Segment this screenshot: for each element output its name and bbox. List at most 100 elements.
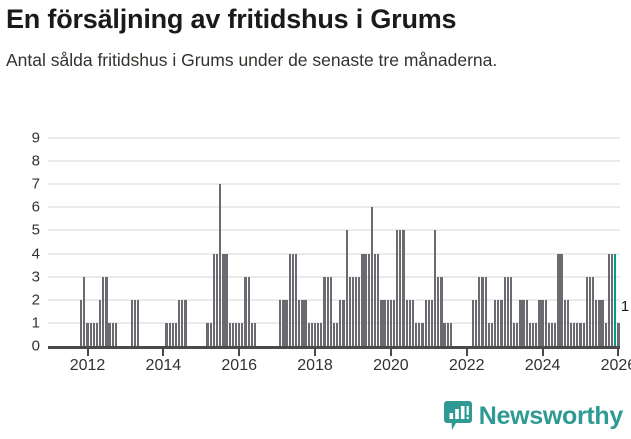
bar (541, 299, 544, 346)
x-axis-tickmark (389, 349, 392, 356)
bar (478, 276, 481, 346)
bar (174, 322, 178, 346)
bar (212, 253, 216, 346)
bar (566, 299, 569, 346)
bar (250, 322, 253, 346)
bar (310, 322, 313, 346)
bar (421, 322, 424, 346)
x-axis-tick-label: 2012 (69, 357, 106, 374)
bar (80, 299, 83, 346)
bar (573, 322, 576, 346)
bar-chart-bubble-icon (443, 401, 472, 431)
bar (130, 299, 133, 346)
bar (614, 253, 617, 346)
bar (563, 299, 566, 346)
bar (554, 322, 557, 346)
bar (528, 322, 532, 346)
bar (102, 276, 105, 346)
bar (247, 276, 250, 346)
gridline (48, 298, 620, 301)
bar (481, 276, 484, 346)
bar (582, 322, 585, 346)
bar (497, 299, 500, 346)
x-axis-tickmark (465, 349, 468, 356)
bar (383, 299, 386, 346)
bar (238, 322, 241, 346)
bar (279, 299, 282, 346)
y-axis: 0 1 2 3 4 5 6 7 8 9 (0, 131, 40, 354)
bar (430, 299, 434, 346)
bar (386, 299, 389, 346)
x-axis-tickmark (541, 349, 544, 356)
bar-value-label: 1 (620, 297, 630, 315)
bar (133, 299, 137, 346)
bar (405, 299, 408, 346)
y-axis-tick-label: 2 (31, 291, 40, 309)
bar (592, 276, 595, 346)
page-title: En försäljning av fritidshus i Grums (6, 4, 457, 34)
bar (209, 322, 212, 346)
newsworthy-logo: Newsworthy (443, 401, 623, 431)
bar (313, 322, 317, 346)
bar (111, 322, 114, 346)
bar (415, 322, 418, 346)
bar (484, 276, 487, 346)
bar (433, 230, 437, 346)
bar (512, 322, 516, 346)
bar (178, 299, 181, 346)
bar (342, 299, 345, 346)
bar (550, 322, 554, 346)
bar (506, 276, 509, 346)
gridline (48, 275, 620, 278)
bar (392, 299, 396, 346)
bar (437, 276, 440, 346)
bar (380, 299, 383, 346)
x-axis-tick-label: 2022 (448, 357, 485, 374)
x-axis-tickmark (314, 349, 317, 356)
gridline (48, 160, 620, 163)
bar (136, 299, 140, 346)
bar (418, 322, 421, 346)
bar (345, 230, 348, 346)
x-axis-tick-label: 2018 (297, 357, 333, 374)
chart-subtitle: Antal sålda fritidshus i Grums under de … (6, 50, 498, 71)
bar (560, 253, 563, 346)
bar (588, 276, 592, 346)
bar (108, 322, 111, 346)
bar (475, 299, 478, 346)
bar (332, 322, 336, 346)
grid-lines (48, 137, 620, 346)
bar (326, 276, 329, 346)
bar (471, 299, 475, 346)
bar (307, 322, 310, 346)
bar (411, 299, 415, 346)
bar (503, 276, 506, 346)
gridline (48, 183, 620, 186)
bar (219, 184, 222, 346)
bar (171, 322, 174, 346)
bar (361, 253, 364, 346)
bar (228, 322, 231, 346)
bar (604, 322, 607, 346)
bar (610, 253, 614, 346)
y-axis-tick-label: 3 (31, 268, 40, 286)
bar (285, 299, 288, 346)
bar (89, 322, 92, 346)
y-axis-tick-label: 0 (31, 337, 40, 355)
x-axis-tickmark (617, 349, 620, 356)
x-axis-tick-label: 2026 (600, 357, 631, 374)
bar (500, 299, 503, 346)
bar (538, 299, 541, 346)
bar (206, 322, 209, 346)
bar (617, 322, 620, 346)
bar (323, 276, 326, 346)
bar (231, 322, 234, 346)
bar (601, 299, 604, 346)
gridline (48, 229, 620, 232)
bar (282, 299, 285, 346)
bar (294, 253, 298, 346)
bar (402, 230, 405, 346)
chart-plot-area: 0 1 2 3 4 5 6 7 8 9 1 2012 2014 2016 2018 2020 2022 202… (0, 131, 631, 374)
bar (165, 322, 168, 346)
